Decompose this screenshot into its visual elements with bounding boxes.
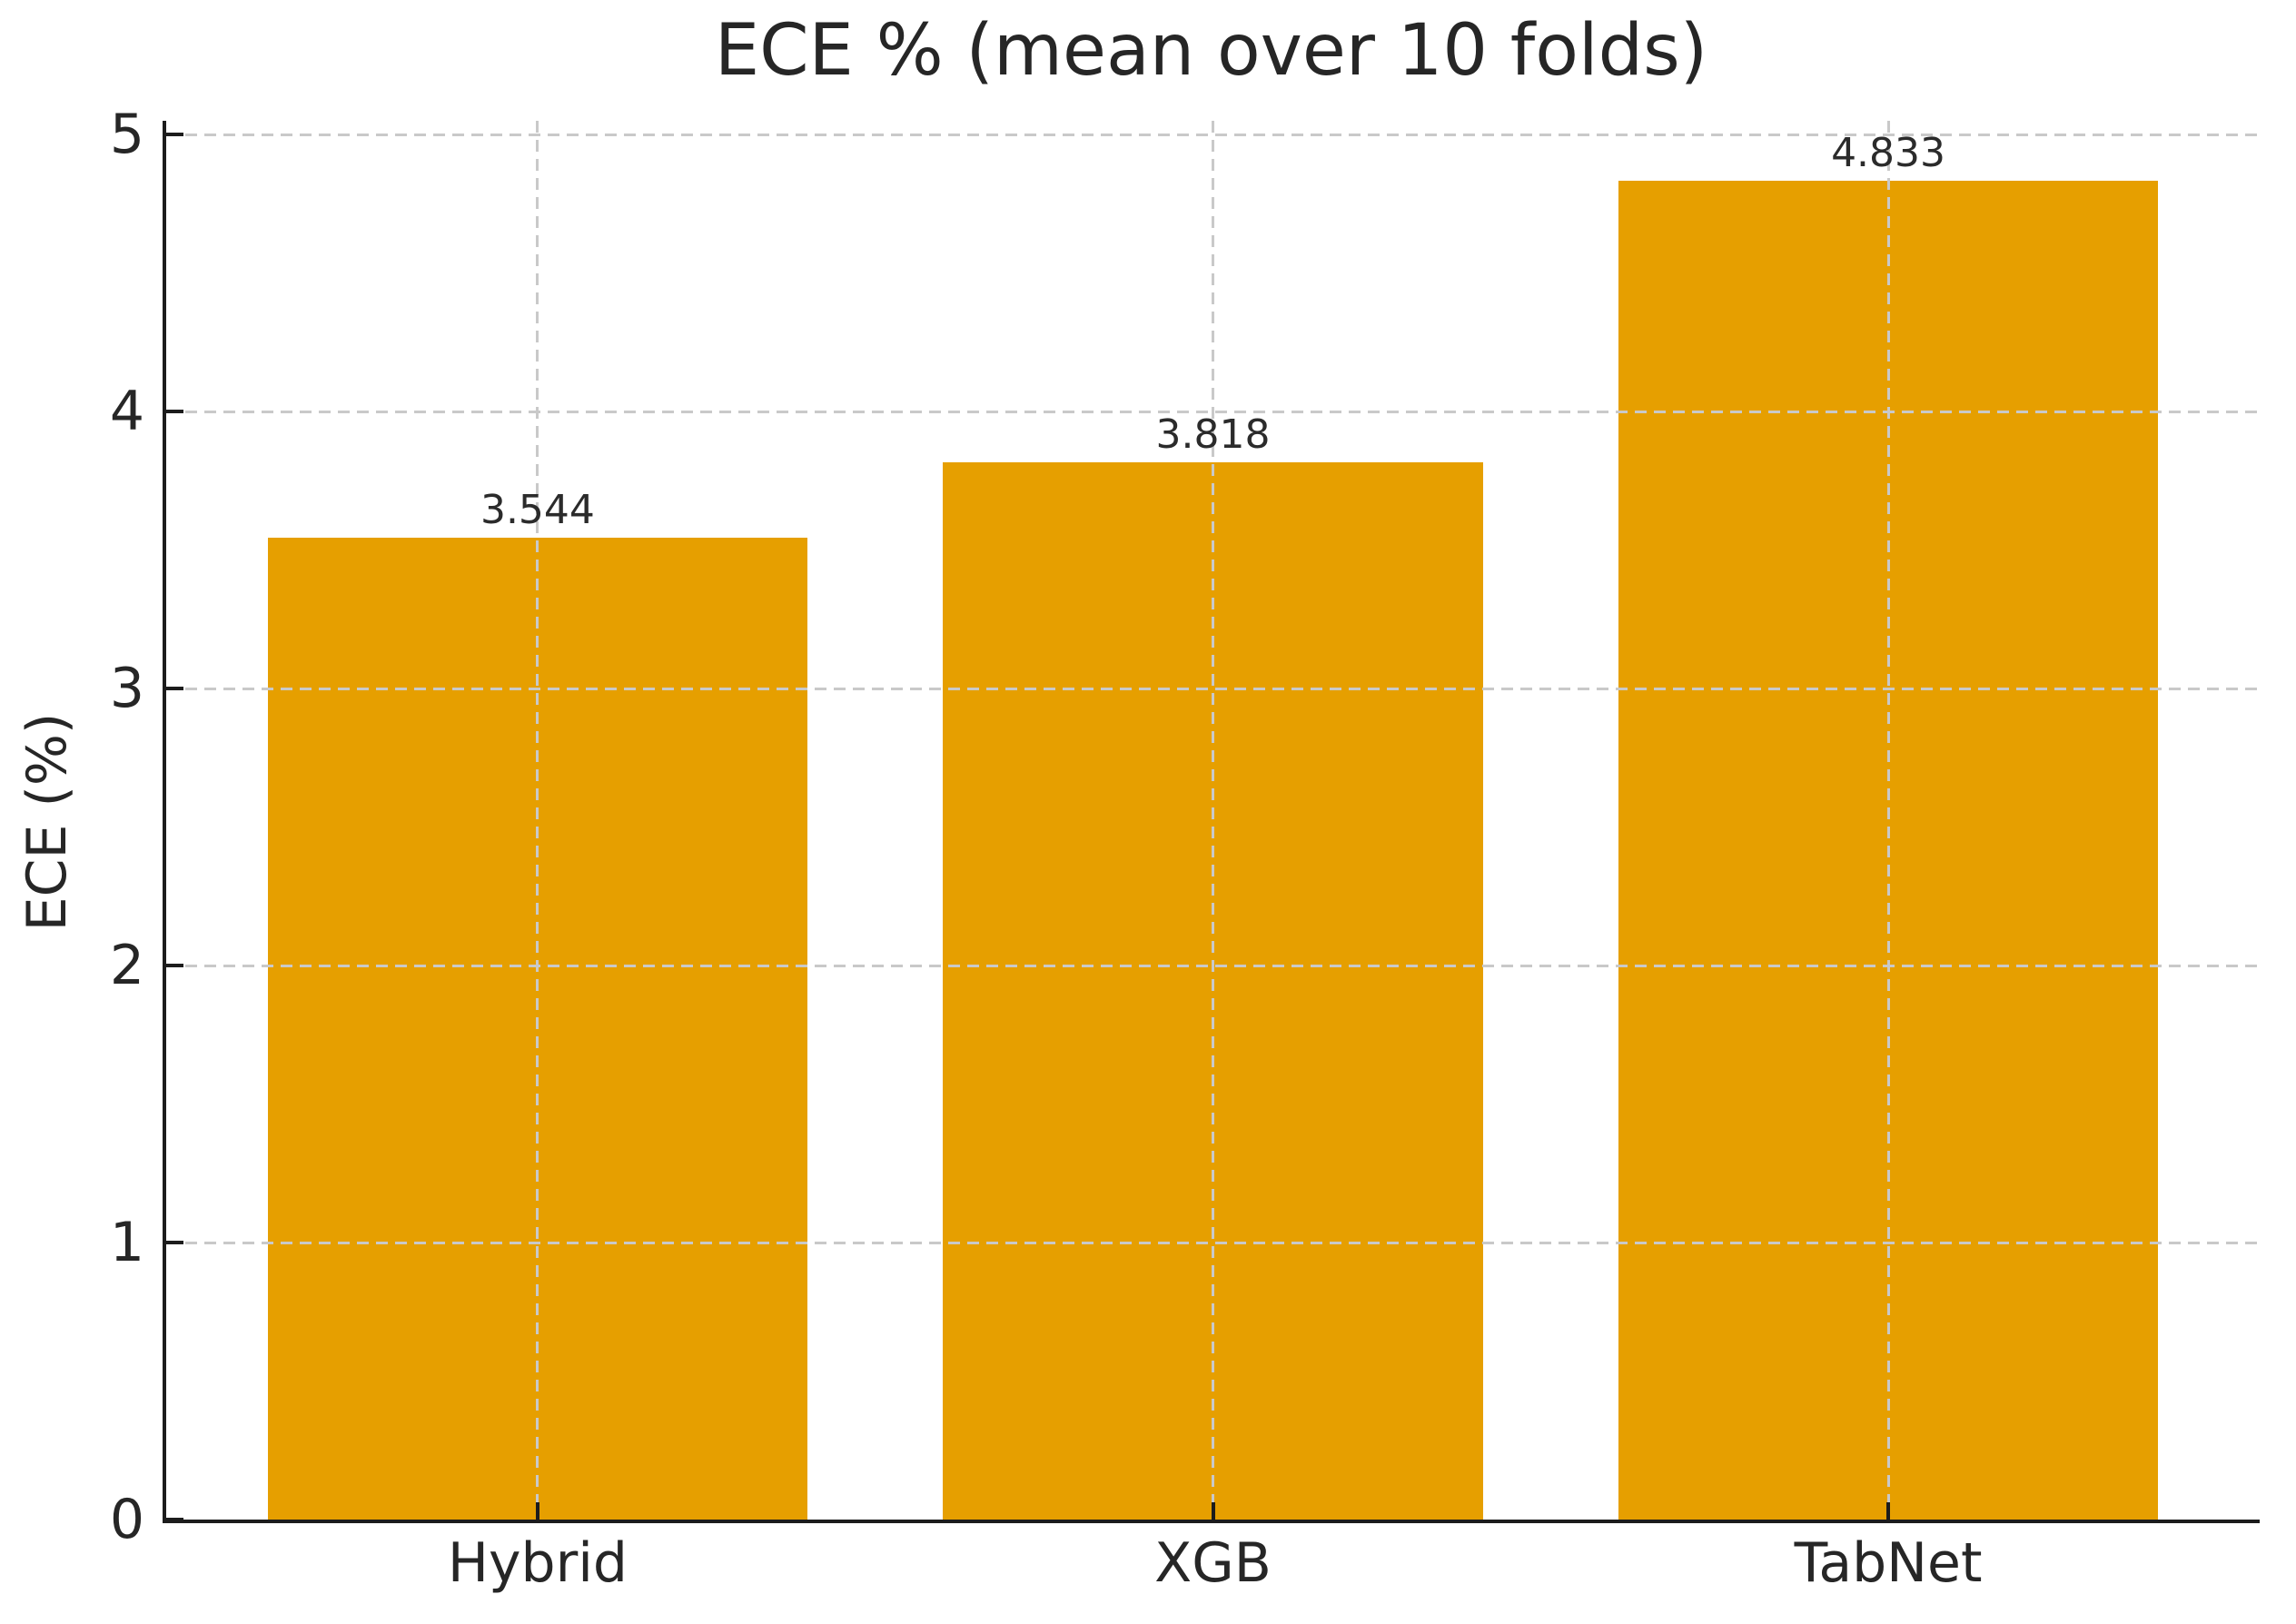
- x-tick-mark: [535, 1502, 539, 1520]
- x-tick-label: TabNet: [1794, 1531, 1983, 1595]
- x-tick-mark: [1211, 1502, 1215, 1520]
- bar-value-label: 3.818: [1155, 411, 1271, 458]
- x-tick-label: XGB: [1154, 1531, 1272, 1595]
- y-tick-mark: [166, 1518, 183, 1521]
- y-tick-mark: [166, 1241, 183, 1245]
- v-gridline: [1886, 121, 1890, 1520]
- x-tick-label: Hybrid: [447, 1531, 628, 1595]
- y-tick-label: 5: [109, 103, 144, 167]
- x-tick-mark: [1886, 1502, 1891, 1520]
- y-tick-label: 3: [109, 657, 144, 721]
- y-tick-label: 4: [109, 380, 144, 444]
- chart-title: ECE % (mean over 10 folds): [714, 10, 1708, 92]
- y-tick-mark: [166, 410, 183, 414]
- bar-value-label: 4.833: [1831, 130, 1946, 177]
- bar-value-label: 3.544: [480, 487, 595, 534]
- plot-area: 0 1 2 3 4 5 Hybrid 3.544 XGB 3.818 TabNet 4.833: [110, 107, 2260, 1590]
- y-tick-label: 0: [109, 1488, 144, 1551]
- v-gridline: [536, 121, 539, 1520]
- y-tick-mark: [166, 133, 183, 137]
- y-tick-mark: [166, 687, 183, 691]
- y-tick-label: 2: [109, 934, 144, 998]
- y-tick-label: 1: [109, 1211, 144, 1275]
- v-gridline: [1212, 121, 1214, 1520]
- y-tick-mark: [166, 964, 183, 968]
- y-axis-label: ECE (%): [15, 712, 79, 932]
